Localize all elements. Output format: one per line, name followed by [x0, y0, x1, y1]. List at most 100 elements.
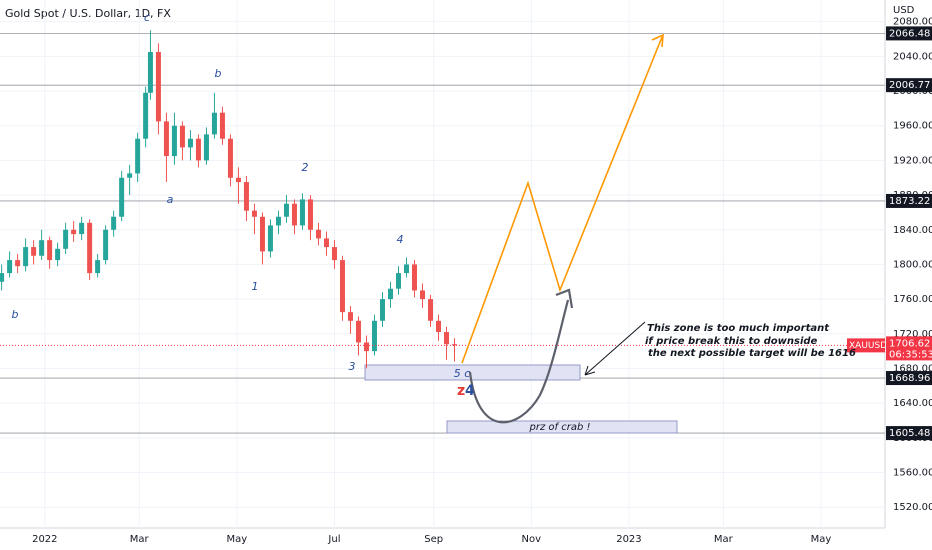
candle-body	[411, 264, 417, 291]
candle-body	[419, 290, 425, 300]
prz-label: prz of crab !	[529, 422, 591, 433]
candle-body	[0, 273, 5, 282]
price-tag	[886, 336, 932, 361]
y-tick-label: 2080.00	[893, 17, 932, 28]
candle-body	[135, 138, 141, 174]
candle-body	[179, 125, 185, 148]
level-label: 1668.96	[889, 373, 930, 384]
y-tick-label: 1720.00	[893, 329, 932, 340]
y-tick-label: 1920.00	[893, 155, 932, 166]
candle-body	[243, 182, 249, 211]
candle-body	[155, 52, 161, 122]
x-tick-label: 2023	[616, 534, 641, 545]
level-label: 1873.22	[889, 196, 930, 207]
chart-title: Gold Spot / U.S. Dollar, 1D, FX	[5, 7, 171, 20]
candle-body	[331, 247, 337, 261]
candle-body	[63, 229, 69, 249]
x-tick-label: Mar	[130, 534, 150, 545]
candle-body	[452, 344, 458, 346]
candle-body	[79, 222, 85, 235]
x-tick-label: 2022	[32, 534, 57, 545]
candle-body	[235, 177, 241, 183]
candle-body	[187, 138, 193, 148]
candle-body	[103, 229, 109, 261]
prz-zone	[446, 420, 678, 434]
candle-body	[299, 199, 305, 226]
candle-body	[47, 240, 53, 261]
candle-body	[211, 112, 217, 135]
x-tick-label: Mar	[714, 534, 734, 545]
candle-body	[427, 299, 433, 321]
y-tick-label: 1560.00	[893, 468, 932, 479]
candle-body	[143, 92, 149, 139]
candle-body	[355, 320, 361, 343]
wave-label: c	[144, 11, 150, 24]
candle-body	[23, 247, 29, 267]
level-label: 2006.77	[889, 80, 930, 91]
candle-body	[219, 112, 225, 139]
candle-body	[259, 216, 265, 252]
candle-body	[387, 288, 393, 300]
y-tick-label: 1640.00	[893, 398, 932, 409]
candle-body	[15, 260, 21, 267]
candle-body	[39, 240, 45, 256]
wave-label: 4	[397, 233, 404, 246]
z-label: z	[457, 383, 465, 399]
wave-label: b	[12, 308, 19, 321]
candle-body	[315, 229, 321, 239]
wave-label: a	[167, 193, 174, 206]
y-tick-label: 1840.00	[893, 225, 932, 236]
candle-body	[363, 342, 369, 352]
four-label: 4	[465, 383, 475, 399]
candle-body	[127, 173, 133, 178]
candle-body	[251, 210, 257, 217]
candle-body	[195, 138, 201, 161]
x-tick-label: Sep	[424, 534, 443, 545]
candle-body	[7, 260, 13, 274]
candle-body	[55, 248, 61, 261]
candle-body	[95, 260, 101, 274]
countdown-label: 06:35:53	[889, 349, 932, 360]
wave-label: 5 c	[454, 367, 471, 380]
y-tick-label: 1760.00	[893, 294, 932, 305]
candle-body	[171, 125, 177, 157]
y-tick-label: 1680.00	[893, 363, 932, 374]
x-tick-label: May	[227, 534, 248, 545]
wave-label: 1	[252, 280, 259, 293]
candle-body	[283, 203, 289, 217]
y-tick-label: 1960.00	[893, 121, 932, 132]
candle-body	[203, 134, 209, 161]
wave-label: 2	[302, 161, 309, 174]
candle-body	[291, 203, 297, 226]
candle-body	[275, 216, 281, 226]
y-tick-label: 2040.00	[893, 51, 932, 62]
candle-body	[371, 320, 377, 352]
candle-body	[435, 320, 441, 333]
symbol-label: XAUUSD	[849, 341, 887, 351]
level-tag	[886, 193, 932, 208]
wave-label: 3	[349, 360, 356, 373]
price-label: 1706.62	[889, 338, 930, 349]
level-tag	[886, 78, 932, 93]
candle-body	[267, 225, 273, 252]
candle-body	[323, 238, 329, 248]
candle-body	[347, 312, 353, 321]
zone-note: the next possible target will be 1616	[648, 348, 856, 359]
support-zone	[364, 364, 581, 381]
candle-body	[395, 273, 401, 289]
candle-body	[379, 299, 385, 321]
wave-label: b	[215, 67, 222, 80]
candle-body	[31, 247, 37, 256]
level-label: 1605.48	[889, 428, 930, 439]
gray-projection	[468, 299, 570, 424]
zone-note: if price break this to downside	[645, 336, 818, 347]
candle-body	[71, 229, 77, 235]
x-tick-label: May	[811, 534, 832, 545]
candle-body	[444, 332, 450, 345]
zone-note: This zone is too much important	[647, 323, 830, 334]
candle-body	[227, 138, 233, 178]
candle-body	[119, 177, 125, 217]
orange-arrowhead	[651, 33, 664, 48]
